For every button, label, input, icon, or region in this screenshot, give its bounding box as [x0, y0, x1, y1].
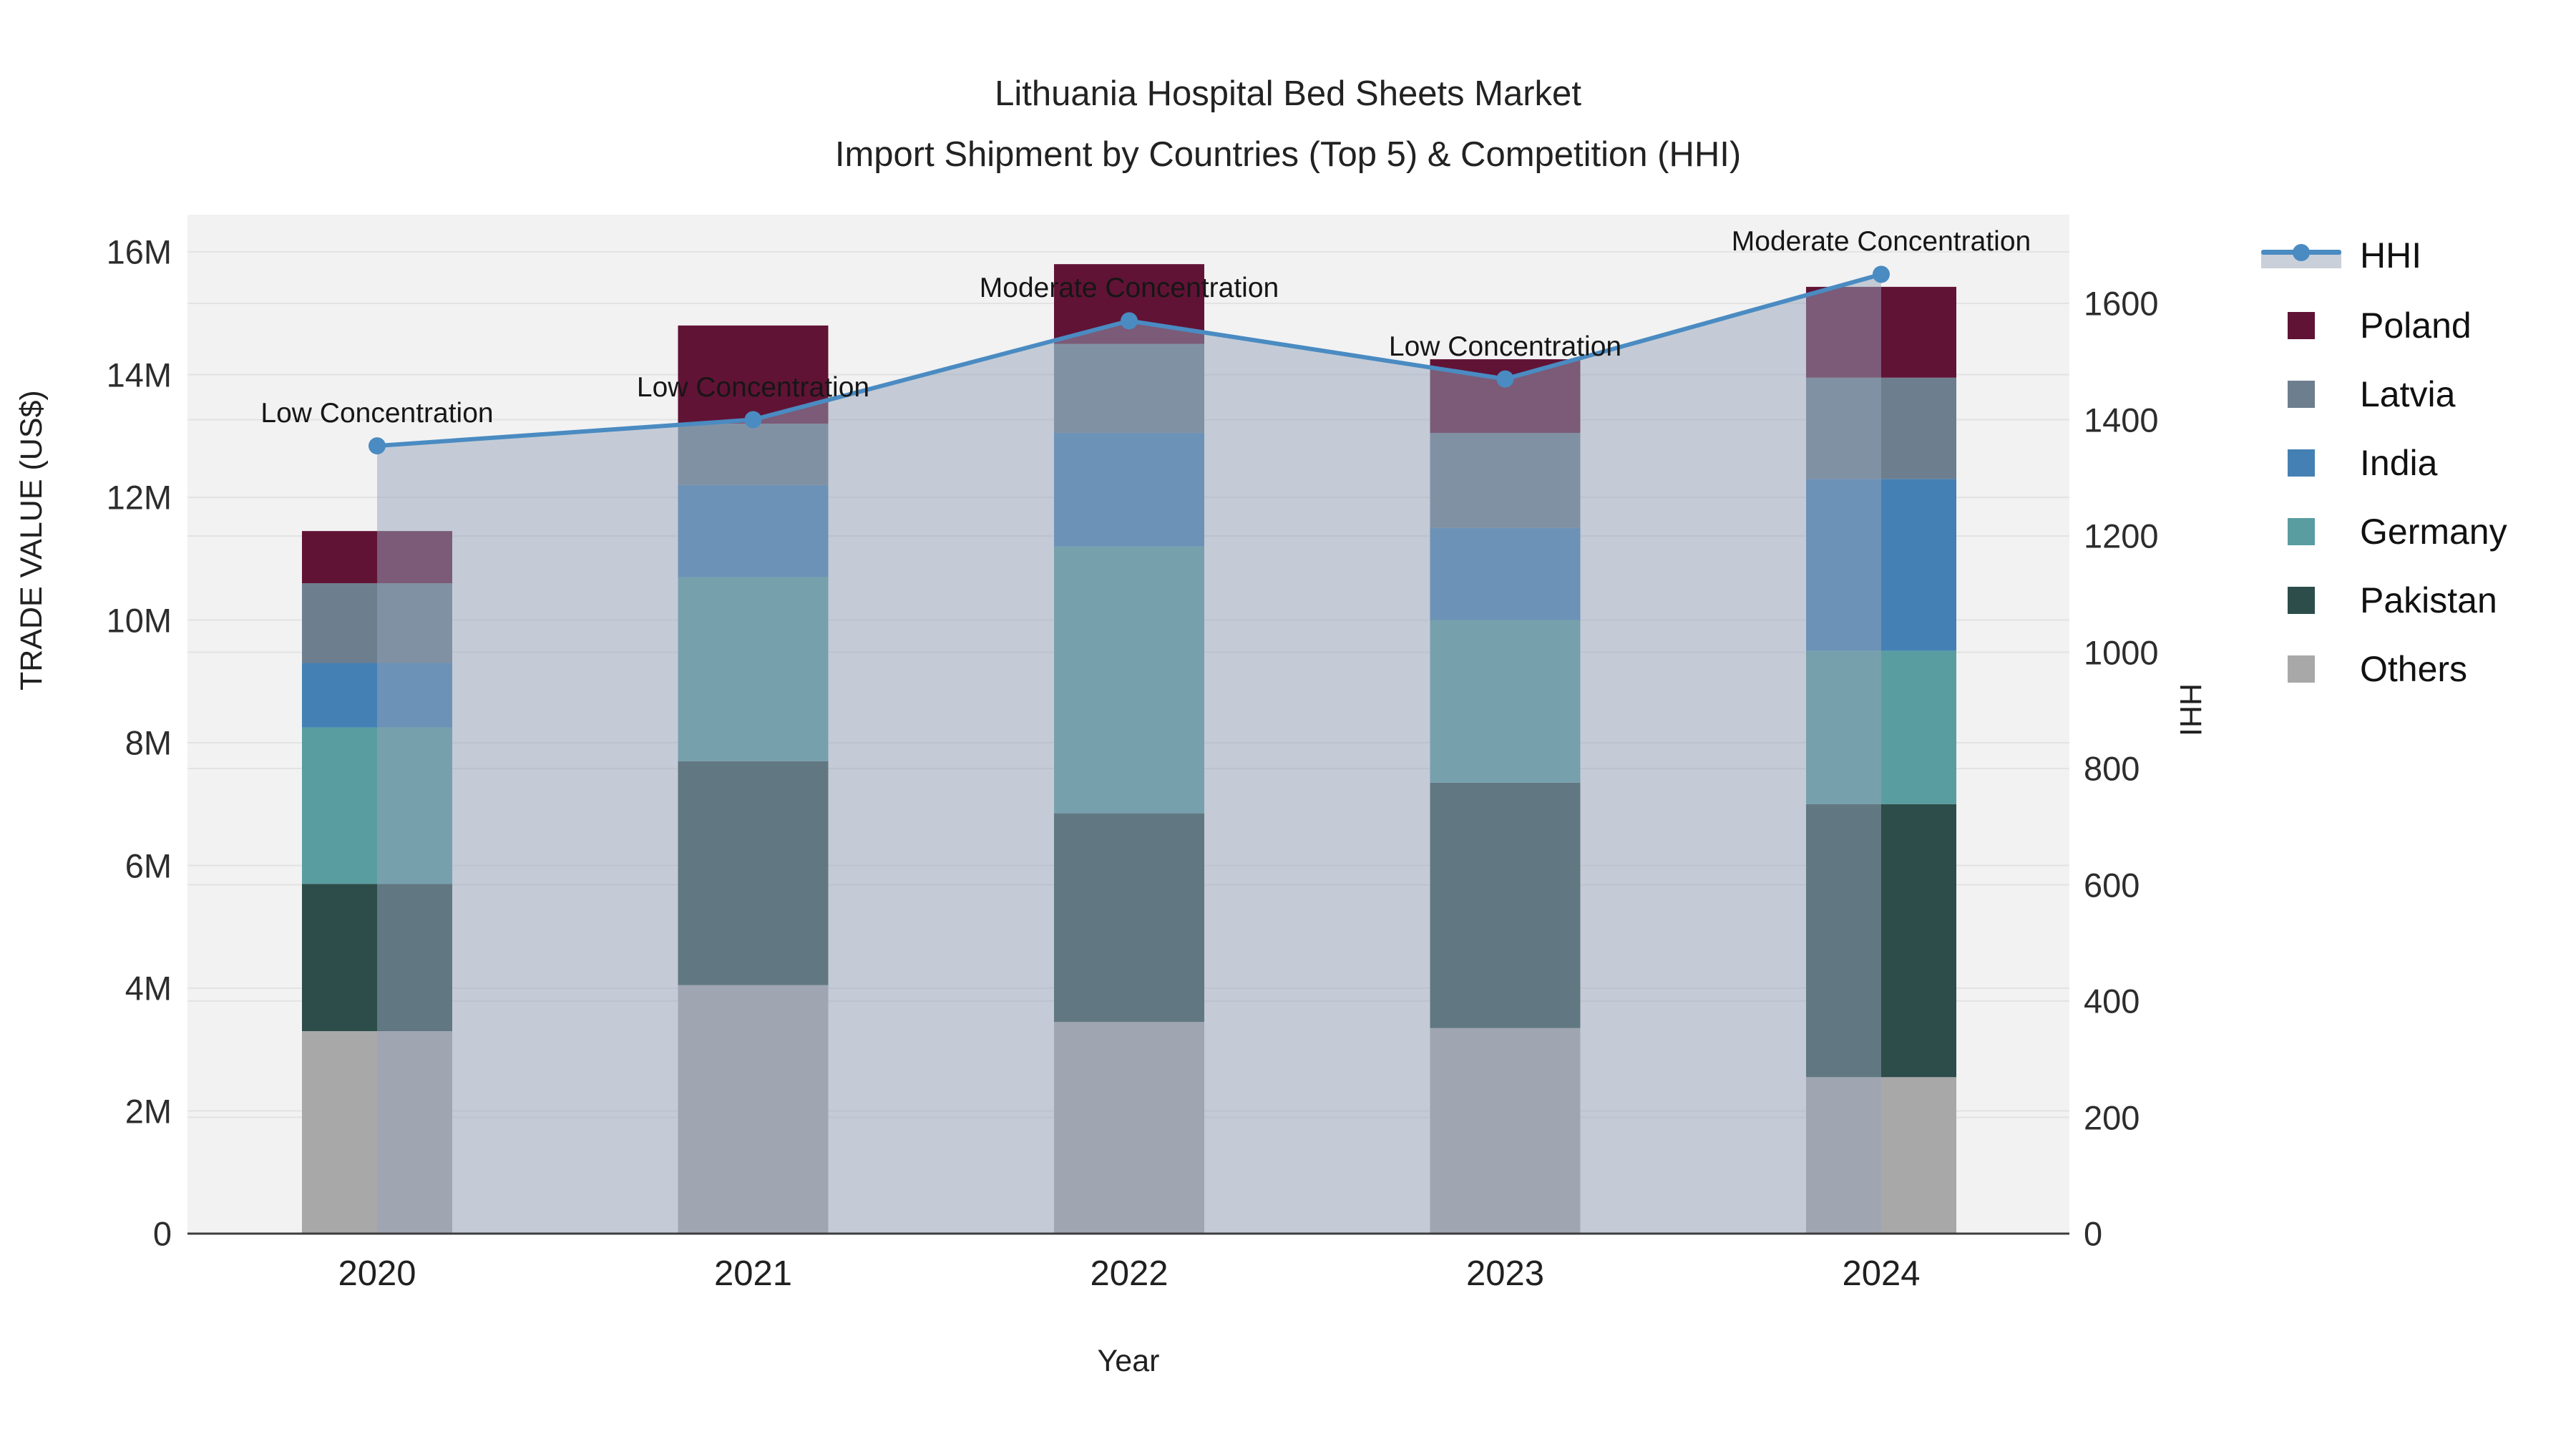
y-right-tick-1200: 1200	[2084, 517, 2159, 555]
y-right-tick-800: 800	[2084, 749, 2140, 788]
y-left-tick-0: 0	[152, 1214, 172, 1253]
legend-label-germany: Germany	[2360, 512, 2507, 552]
legend-item-india[interactable]: India	[2261, 442, 2437, 484]
annotation-2023: Low Concentration	[1388, 331, 1622, 362]
legend-item-pakistan[interactable]: Pakistan	[2261, 580, 2497, 621]
legend-swatch-india	[2288, 449, 2315, 477]
legend-item-germany[interactable]: Germany	[2261, 511, 2507, 552]
chart-title-line2: Import Shipment by Countries (Top 5) & C…	[834, 135, 1742, 174]
y-right-tick-600: 600	[2084, 866, 2140, 904]
y-left-tick-4M: 4M	[125, 969, 172, 1008]
y-right-axis-title: HHI	[2173, 683, 2207, 737]
legend-swatch-germany	[2288, 518, 2315, 545]
y-left-axis-title: TRADE VALUE (US$)	[14, 390, 49, 691]
y-right-tick-400: 400	[2084, 982, 2140, 1020]
y-right-tick-1000: 1000	[2084, 633, 2159, 671]
x-tick-2021: 2021	[713, 1254, 793, 1293]
legend-label-poland: Poland	[2360, 306, 2472, 346]
legend-swatch-latvia	[2288, 381, 2315, 408]
legend-label-hhi: HHI	[2360, 235, 2422, 275]
legend-label-pakistan: Pakistan	[2360, 580, 2497, 620]
legend-swatch-poland	[2288, 312, 2315, 339]
hhi-marker-2023	[1496, 370, 1514, 388]
annotation-2020: Low Concentration	[260, 398, 494, 429]
x-tick-2022: 2022	[1090, 1254, 1169, 1293]
y-left-tick-2M: 2M	[125, 1092, 172, 1130]
x-tick-2024: 2024	[1842, 1254, 1921, 1293]
legend-item-hhi[interactable]: HHI	[2261, 235, 2421, 276]
y-right-tick-0: 0	[2084, 1214, 2103, 1253]
legend-item-poland[interactable]: Poland	[2261, 305, 2472, 346]
legend-hhi-line-symbol	[2261, 235, 2341, 275]
hhi-marker-2022	[1121, 312, 1138, 330]
annotation-2022: Moderate Concentration	[979, 273, 1279, 304]
y-left-tick-12M: 12M	[106, 478, 172, 517]
legend-item-others[interactable]: Others	[2261, 648, 2467, 690]
chart-title-line1: Lithuania Hospital Bed Sheets Market	[995, 74, 1581, 113]
legend-label-latvia: Latvia	[2360, 374, 2456, 414]
y-left-tick-10M: 10M	[106, 601, 172, 639]
x-axis-title: Year	[1097, 1344, 1160, 1378]
y-right-tick-1600: 1600	[2084, 284, 2159, 323]
y-left-tick-6M: 6M	[125, 847, 172, 884]
y-right-tick-200: 200	[2084, 1098, 2140, 1136]
legend-hhi-marker-dot	[2293, 244, 2310, 261]
x-tick-2023: 2023	[1465, 1254, 1545, 1293]
y-left-tick-16M: 16M	[106, 233, 172, 271]
x-tick-2020: 2020	[338, 1254, 416, 1293]
hhi-area-fill	[377, 274, 1881, 1234]
legend-label-others: Others	[2360, 649, 2468, 689]
legend-item-latvia[interactable]: Latvia	[2261, 374, 2455, 415]
annotation-2021: Low Concentration	[636, 371, 870, 403]
hhi-marker-2021	[744, 411, 762, 429]
legend-label-india: India	[2360, 443, 2438, 483]
legend-swatch-pakistan	[2288, 587, 2315, 614]
hhi-marker-2020	[369, 437, 386, 455]
hhi-marker-2024	[1873, 265, 1890, 283]
legend-swatch-others	[2288, 655, 2315, 683]
y-left-tick-8M: 8M	[125, 723, 172, 762]
annotation-2024: Moderate Concentration	[1731, 226, 2031, 258]
legend: HHI Poland Latvia India Germany Pakistan Other…	[2261, 0, 2576, 1449]
y-left-tick-14M: 14M	[106, 356, 172, 394]
y-right-tick-1400: 1400	[2084, 401, 2159, 439]
